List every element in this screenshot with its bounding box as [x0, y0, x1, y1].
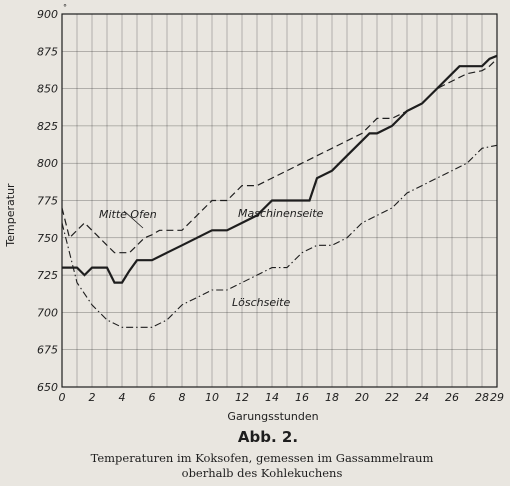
series-label-mitte-ofen: Mitte Ofen: [99, 208, 157, 221]
x-tick-label-6: 6: [149, 391, 156, 404]
figure-number: Abb. 2.: [238, 428, 298, 446]
caption-line-2: oberhalb des Kohlekuchens: [182, 466, 343, 480]
chart-series: [61, 54, 498, 328]
x-tick-label-28: 28: [475, 391, 489, 404]
x-tick-label-10: 10: [205, 391, 219, 404]
y-tick-label-800: 800: [37, 157, 58, 170]
x-tick-label-18: 18: [325, 391, 339, 404]
y-tick-label-750: 750: [37, 232, 58, 245]
series-label-loschseite: Löschseite: [232, 296, 290, 309]
y-tick-label-725: 725: [37, 269, 58, 282]
series-label-maschinenseite: Maschinenseite: [238, 207, 324, 220]
caption-line-1: Temperaturen im Koksofen, gemessen im Ga…: [91, 451, 434, 465]
x-tick-label-20: 20: [355, 391, 369, 404]
series-line-maschinenseite: [62, 54, 498, 284]
plot-frame: [61, 13, 498, 388]
series-line-mitte-ofen: [61, 58, 498, 254]
x-tick-label-8: 8: [179, 391, 186, 404]
series-line-loschseite: [61, 144, 498, 328]
chart-grid: [61, 13, 498, 388]
y-tick-label-875: 875: [37, 45, 58, 58]
x-tick-label-12: 12: [235, 391, 249, 404]
x-tick-label-4: 4: [119, 391, 126, 404]
y-tick-label-775: 775: [37, 195, 58, 208]
y-tick-label-700: 700: [37, 306, 58, 319]
x-tick-label-0: 0: [59, 391, 66, 404]
x-tick-label-22: 22: [385, 391, 399, 404]
y-axis-label: Temperatur: [4, 183, 17, 248]
x-tick-label-26: 26: [445, 391, 459, 404]
y-tick-label-650: 650: [37, 381, 58, 394]
y-tick-label-850: 850: [37, 83, 58, 96]
x-tick-label-29: 29: [490, 391, 504, 404]
y-tick-label-900: 900: [37, 8, 58, 21]
x-axis-label: Garungsstunden: [227, 410, 318, 423]
chart-axes: [61, 13, 498, 388]
x-tick-label-24: 24: [415, 391, 429, 404]
y-tick-label-675: 675: [37, 344, 58, 357]
y-tick-label-825: 825: [37, 120, 58, 133]
leader-line-mitte-ofen: [123, 210, 144, 229]
y-unit-label: °: [63, 3, 67, 12]
x-tick-label-2: 2: [89, 391, 96, 404]
x-tick-label-16: 16: [295, 391, 309, 404]
x-tick-label-14: 14: [265, 391, 279, 404]
